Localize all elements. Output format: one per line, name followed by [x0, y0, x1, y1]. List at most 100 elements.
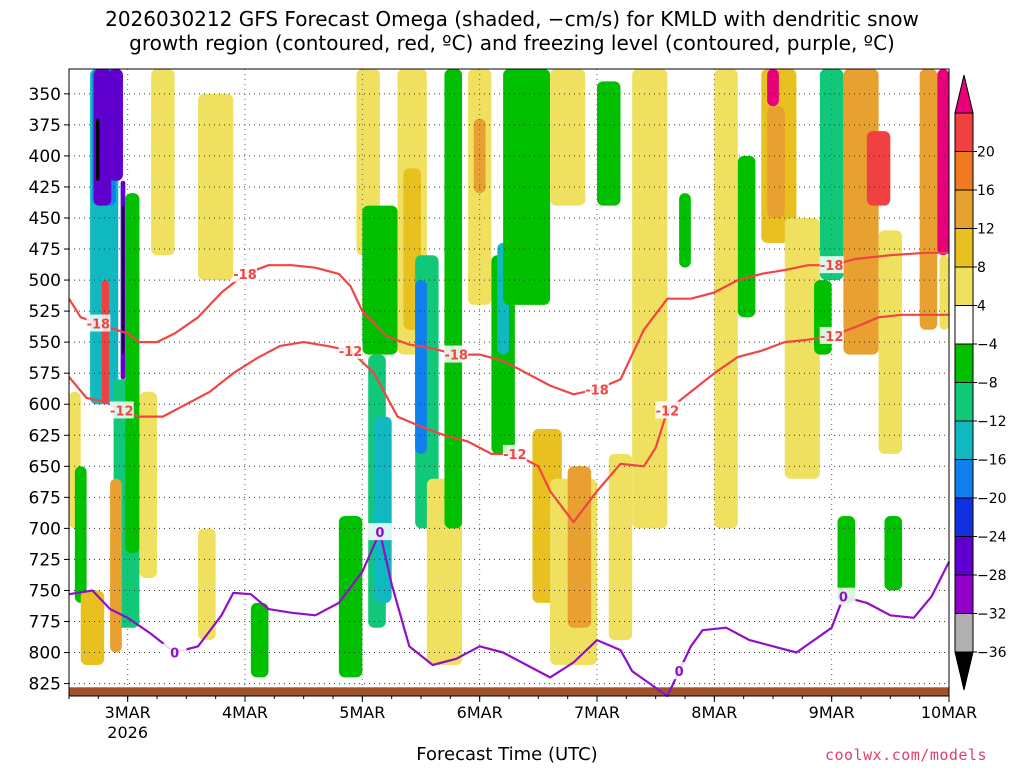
omega-cell: [843, 69, 879, 355]
contour-label: 0: [675, 665, 684, 680]
omega-cell: [374, 416, 392, 603]
contour-label-bg: [233, 264, 257, 282]
contour-label: -18: [820, 259, 844, 274]
y-tick-label: 550: [29, 333, 61, 353]
colorbar-label: −32: [977, 607, 1007, 623]
colorbar-label: −8: [977, 376, 998, 392]
x-tick-label: 7MAR: [574, 703, 620, 722]
omega-cell: [937, 69, 949, 256]
y-tick-label: 825: [29, 675, 61, 695]
x-tick-label: 4MAR: [222, 703, 268, 722]
contour-label-bg: [655, 401, 680, 419]
colorbar-bin: [954, 382, 974, 422]
x-tick-label: 9MAR: [809, 703, 855, 722]
x-tick-label: 8MAR: [691, 703, 737, 722]
omega-cell: [714, 69, 738, 529]
y-tick-label: 750: [29, 581, 61, 601]
omega-cell: [767, 69, 779, 107]
colorbar-label: −16: [977, 453, 1007, 469]
contour-label: -12: [110, 404, 134, 419]
contour-label-bg: [444, 345, 469, 363]
colorbar-bin: [954, 574, 974, 614]
omega-cell: [884, 515, 903, 591]
chart-title-line1: 2026030212 GFS Forecast Omega (shaded, −…: [105, 7, 919, 31]
omega-cell: [139, 391, 157, 579]
colorbar-label: −24: [977, 530, 1007, 546]
omega-cell: [338, 515, 363, 678]
omega-cell: [919, 69, 938, 330]
contour-label-bg: [502, 444, 527, 462]
y-tick-label: 675: [29, 488, 61, 508]
omega-cell: [101, 280, 109, 405]
contour-label-bg: [831, 587, 856, 605]
omega-cell: [784, 217, 820, 479]
contours: -18 -18 -18 -18 -18 -12 -12 -12 -12 -12 0 0 0 0: [68, 251, 950, 698]
omega-cell: [198, 528, 216, 641]
colorbar-top-arrow: [954, 74, 974, 114]
omega-cell: [608, 453, 633, 641]
x-tick-label: 3MAR: [105, 703, 151, 722]
omega-cell: [151, 69, 175, 256]
x-axis-label: Forecast Time (UTC): [416, 744, 598, 765]
y-tick-label: 575: [29, 364, 61, 384]
omega-cell: [415, 280, 427, 454]
chart-title-line2: growth region (contoured, red, ºC) and f…: [129, 31, 895, 55]
omega-cell: [632, 69, 668, 529]
omega-cell: [74, 466, 87, 603]
contour-label: -18: [444, 349, 468, 364]
colorbar-label: −12: [977, 414, 1007, 430]
y-tick-label: 475: [29, 240, 61, 260]
contour-label-bg: [585, 380, 609, 398]
colorbar-bin: [954, 459, 974, 499]
colorbar-bin: [954, 420, 974, 460]
omega-cell: [122, 205, 125, 355]
omega-cell: [737, 155, 756, 318]
omega-cell: [567, 466, 592, 628]
contour-label-bg: [86, 314, 111, 332]
contour-label: 0: [170, 647, 179, 662]
contour-label-bg: [109, 401, 134, 419]
contour-label: -12: [339, 345, 363, 360]
credit-link[interactable]: coolwx.com/models: [825, 746, 988, 764]
contour-label: 0: [839, 591, 848, 606]
colorbar-label: 8: [977, 260, 986, 276]
colorbar: 20 16 12 8 4 −4 −8 −12 −16 −20 −24 −28 −32 −36: [954, 74, 1007, 691]
colorbar-label: −28: [977, 568, 1007, 584]
x-tick-label: 10MAR: [921, 703, 977, 722]
colorbar-label: 20: [977, 145, 995, 161]
y-tick-label: 350: [29, 85, 61, 105]
y-tick-label: 650: [29, 457, 61, 477]
colorbar-bin: [954, 112, 974, 152]
omega-cell: [550, 69, 586, 206]
omega-cell: [878, 230, 903, 454]
contour-label: -18: [585, 383, 609, 398]
grid: [69, 69, 950, 696]
contour-line: [68, 531, 950, 698]
colorbar-bin: [954, 266, 974, 306]
y-tick-label: 700: [29, 519, 61, 539]
colorbar-label: −4: [977, 337, 998, 353]
contour-label: -12: [656, 404, 680, 419]
colorbar-label: 12: [977, 222, 995, 238]
colorbar-bin: [954, 497, 974, 537]
contour-label-bg: [819, 326, 844, 344]
y-tick-label: 525: [29, 302, 61, 322]
omega-cell: [767, 106, 785, 218]
colorbar-bin: [954, 613, 974, 653]
omega-cell: [679, 193, 691, 268]
omega-cell: [125, 193, 140, 554]
y-tick-label: 775: [29, 613, 61, 633]
y-tick-label: 375: [29, 116, 61, 136]
omega-cell: [444, 69, 463, 529]
x-tick-label: 5MAR: [339, 703, 385, 722]
y-tick-label: 600: [29, 395, 61, 415]
y-tick-label: 500: [29, 271, 61, 291]
y-tick-label: 425: [29, 178, 61, 198]
ground-strip: [69, 687, 949, 696]
omega-cell: [503, 69, 551, 305]
omega-cell: [95, 118, 100, 181]
contour-label-bg: [367, 523, 392, 541]
y-tick-label: 725: [29, 550, 61, 570]
